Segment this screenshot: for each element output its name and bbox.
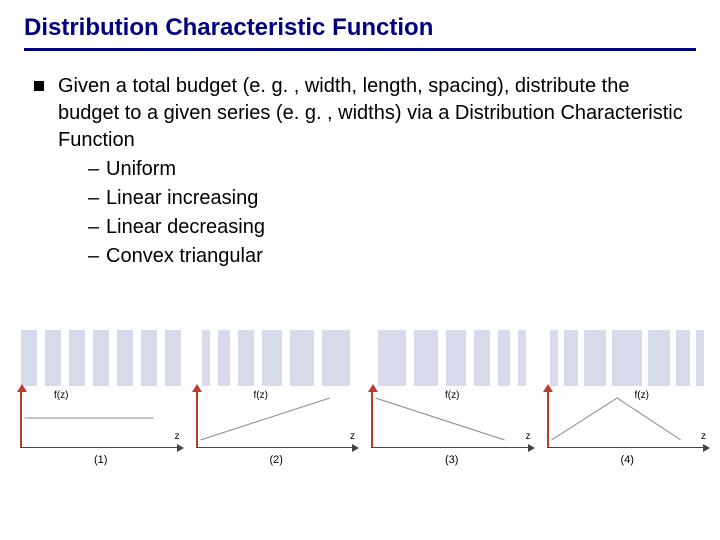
- sub-label: Linear increasing: [106, 185, 258, 212]
- square-bullet-icon: [34, 81, 44, 91]
- mini-chart: f(z) z: [543, 390, 713, 448]
- bar: [378, 330, 406, 386]
- mini-chart: f(z) z: [192, 390, 362, 448]
- bar: [165, 330, 181, 386]
- bar: [290, 330, 314, 386]
- dash-icon: –: [88, 243, 106, 270]
- mini-chart: f(z) z: [16, 390, 186, 448]
- diagram-panel: f(z) z (1): [16, 330, 186, 480]
- diagram-panel: f(z) z (2): [192, 330, 362, 480]
- bullet-text: Given a total budget (e. g. , width, len…: [58, 75, 683, 151]
- bar: [564, 330, 578, 386]
- z-label: z: [350, 431, 355, 442]
- sub-label: Uniform: [106, 156, 176, 183]
- bar: [474, 330, 490, 386]
- z-label: z: [526, 431, 531, 442]
- fn-label: f(z): [445, 390, 459, 401]
- panel-number: (1): [16, 454, 186, 466]
- mini-chart: f(z) z: [367, 390, 537, 448]
- sub-item: – Linear decreasing: [88, 214, 696, 241]
- title-rule: [24, 48, 696, 51]
- bar: [676, 330, 690, 386]
- bar: [696, 330, 704, 386]
- diagram-panel: f(z) z (3): [367, 330, 537, 480]
- panel-number: (2): [192, 454, 362, 466]
- slide-title: Distribution Characteristic Function: [24, 14, 696, 48]
- bar-strip: [16, 330, 186, 386]
- z-label: z: [175, 431, 180, 442]
- bar: [202, 330, 210, 386]
- bar: [612, 330, 642, 386]
- bar: [498, 330, 510, 386]
- z-label: z: [701, 431, 706, 442]
- sub-label: Convex triangular: [106, 243, 263, 270]
- bar: [550, 330, 558, 386]
- bar: [414, 330, 438, 386]
- bullet-lvl1: Given a total budget (e. g. , width, len…: [34, 73, 696, 270]
- bar: [238, 330, 254, 386]
- bar-strip: [192, 330, 362, 386]
- diagrams-row: f(z) z (1) f(z) z (2) f(z) z (3) f(z) z (4): [16, 330, 712, 480]
- bar: [141, 330, 157, 386]
- bullet-lvl2-list: – Uniform – Linear increasing – Linear d…: [58, 156, 696, 270]
- bar: [518, 330, 526, 386]
- fn-label: f(z): [54, 390, 68, 401]
- bar: [93, 330, 109, 386]
- dash-icon: –: [88, 156, 106, 183]
- bar: [322, 330, 350, 386]
- bar: [446, 330, 466, 386]
- bar: [262, 330, 282, 386]
- content-block: Given a total budget (e. g. , width, len…: [24, 73, 696, 270]
- panel-number: (3): [367, 454, 537, 466]
- fn-label: f(z): [254, 390, 268, 401]
- panel-number: (4): [543, 454, 713, 466]
- sub-item: – Linear increasing: [88, 185, 696, 212]
- bar: [21, 330, 37, 386]
- bar: [648, 330, 670, 386]
- diagram-panel: f(z) z (4): [543, 330, 713, 480]
- sub-item: – Uniform: [88, 156, 696, 183]
- bar: [584, 330, 606, 386]
- shape-tri-icon: [543, 390, 713, 448]
- sub-item: – Convex triangular: [88, 243, 696, 270]
- fn-label: f(z): [635, 390, 649, 401]
- bar: [117, 330, 133, 386]
- bar: [218, 330, 230, 386]
- bar: [69, 330, 85, 386]
- dash-icon: –: [88, 214, 106, 241]
- bar: [45, 330, 61, 386]
- bar-strip: [367, 330, 537, 386]
- bar-strip: [543, 330, 713, 386]
- sub-label: Linear decreasing: [106, 214, 265, 241]
- dash-icon: –: [88, 185, 106, 212]
- shape-flat-icon: [16, 390, 186, 448]
- shape-inc-icon: [192, 390, 362, 448]
